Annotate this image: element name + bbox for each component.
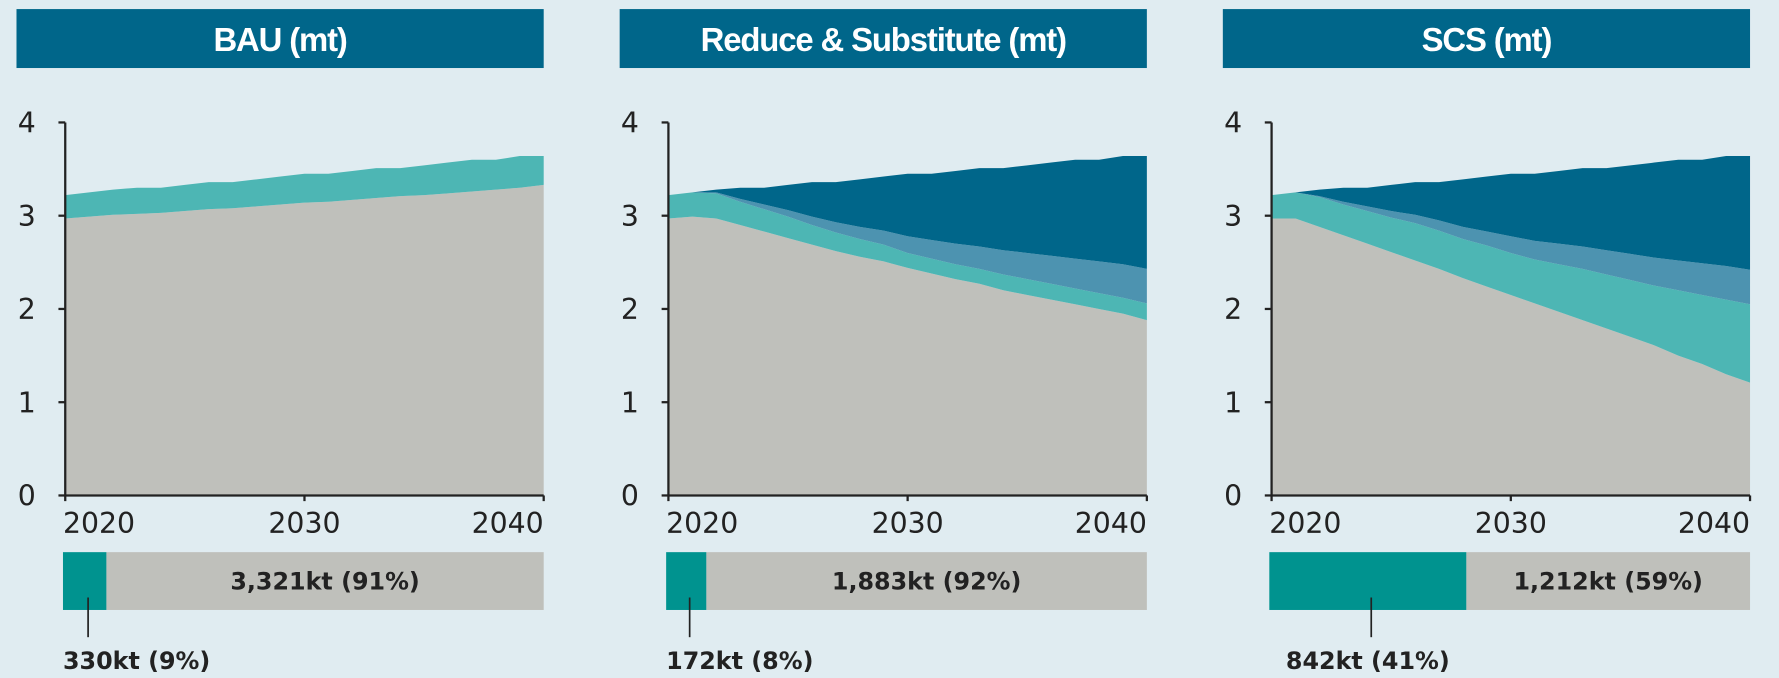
share-bar [666,552,707,610]
y-tick-label: 0 [621,480,639,513]
y-tick-label: 3 [1224,200,1242,233]
y-tick-label: 3 [621,200,639,233]
y-tick-label: 0 [18,480,36,513]
title-bar [16,9,544,69]
y-tick-label: 1 [1224,386,1242,419]
chart-title: SCS (mt) [1422,21,1552,58]
y-tick-label: 4 [1224,107,1242,140]
share-bar [706,552,1147,610]
area [668,192,1147,321]
y-tick-label: 1 [18,386,36,419]
x-tick-label: 2040 [472,507,544,540]
chart-title: Reduce & Substitute (mt) [701,21,1066,58]
y-tick-label: 2 [18,293,36,326]
x-tick-label: 2020 [63,507,135,540]
share-label: 842kt (41%) [1286,647,1450,675]
area [1271,156,1751,270]
share-label: 1,883kt (92%) [832,568,1021,596]
area [1271,192,1751,305]
share-label: 1,212kt (59%) [1513,568,1702,596]
chart-title: BAU (mt) [213,21,346,58]
y-tick-label: 4 [621,107,639,140]
share-label: 330kt (9%) [63,647,210,675]
x-tick-label: 2030 [1475,507,1547,540]
share-label: 3,321kt (91%) [230,568,419,596]
x-tick-label: 2040 [1678,507,1750,540]
title-bar [1222,9,1751,69]
area [1271,218,1751,496]
y-tick-label: 2 [1224,293,1242,326]
area [668,216,1147,496]
x-tick-label: 2030 [872,507,944,540]
y-tick-label: 0 [1224,480,1242,513]
share-bar [62,552,107,610]
x-tick-label: 2020 [666,507,738,540]
x-tick-label: 2030 [268,507,340,540]
title-bar [619,9,1147,69]
y-tick-label: 1 [621,386,639,419]
area [668,192,1147,304]
x-tick-label: 2040 [1075,507,1147,540]
area [65,156,544,219]
y-tick-label: 2 [621,293,639,326]
area [668,156,1147,269]
x-tick-label: 2020 [1269,507,1341,540]
share-bar [106,552,544,610]
y-tick-label: 4 [18,107,36,140]
y-tick-label: 3 [18,200,36,233]
share-bar [1269,552,1467,610]
area [1271,192,1751,383]
share-bar [1466,552,1751,610]
share-label: 172kt (8%) [666,647,813,675]
area [65,184,544,496]
